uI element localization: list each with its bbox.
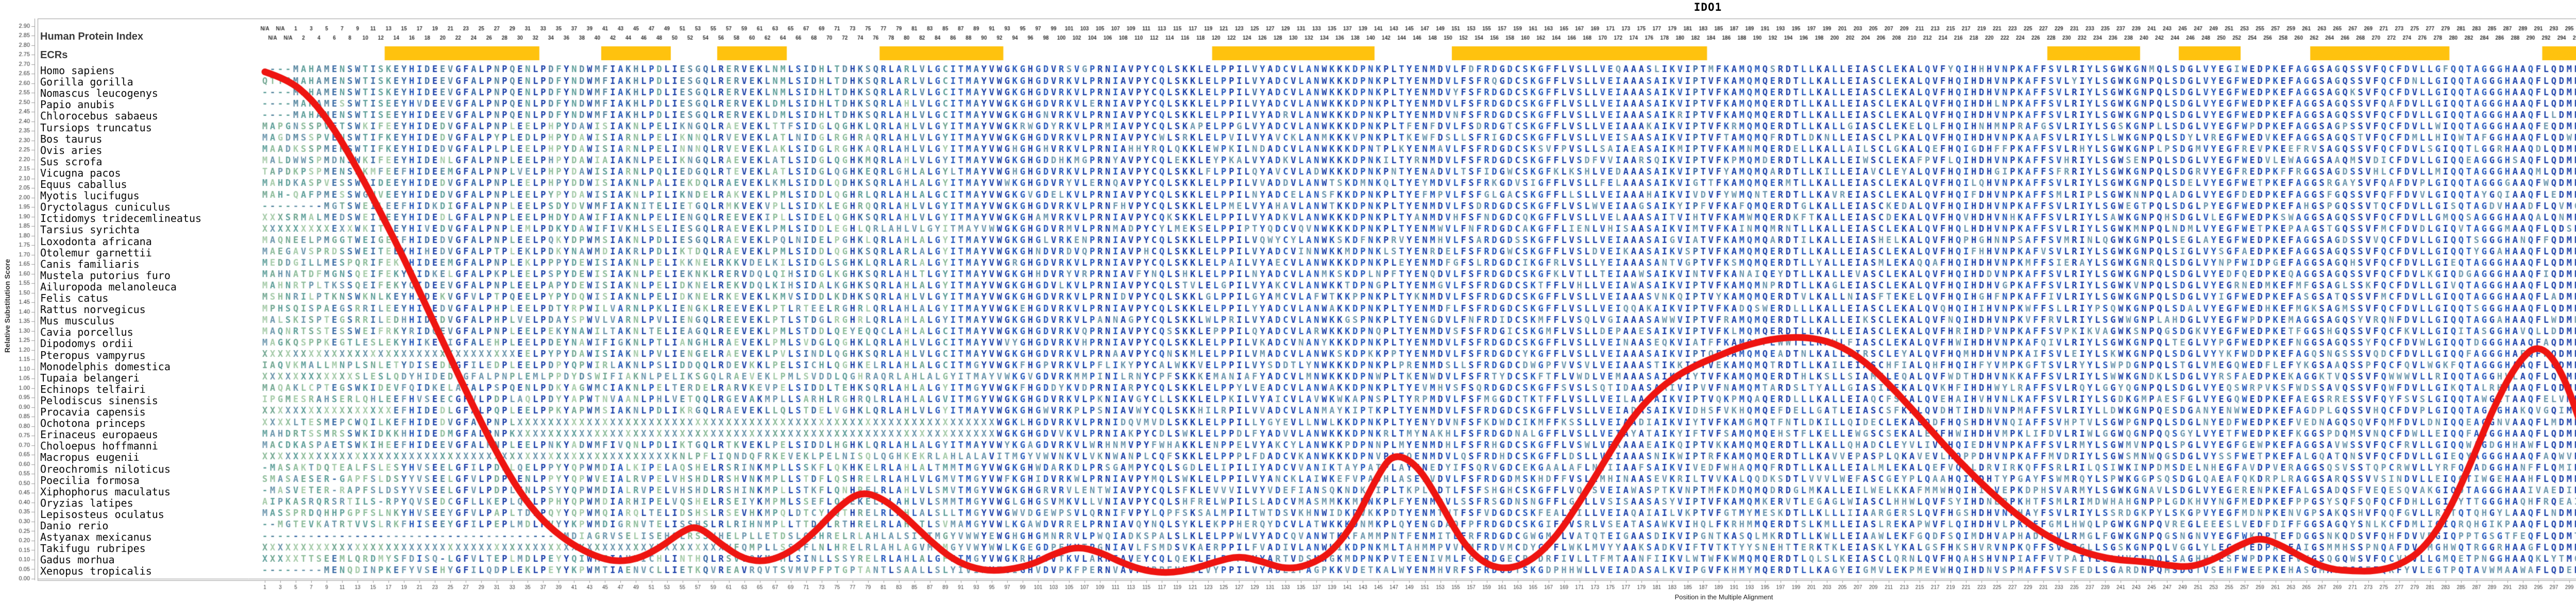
alignment-grid <box>0 0 2576 605</box>
